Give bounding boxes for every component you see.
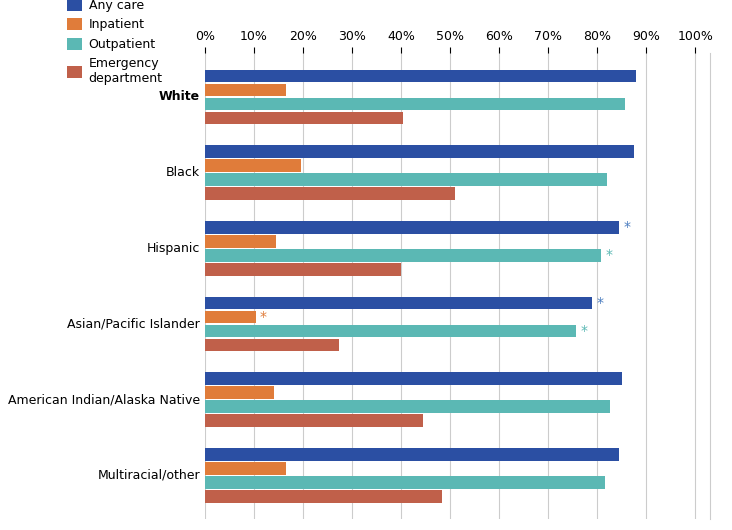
Bar bbox=[205, 448, 619, 461]
Legend: Any care, Inpatient, Outpatient, Emergency
department: Any care, Inpatient, Outpatient, Emergen… bbox=[67, 0, 163, 85]
Text: American Indian/Alaska Native: American Indian/Alaska Native bbox=[8, 393, 200, 407]
Bar bbox=[205, 173, 607, 186]
Bar bbox=[205, 325, 576, 338]
Text: *: * bbox=[260, 310, 267, 324]
Bar bbox=[205, 187, 455, 200]
Bar bbox=[205, 462, 286, 475]
Text: *: * bbox=[597, 296, 603, 310]
Bar bbox=[205, 69, 637, 82]
Bar bbox=[205, 160, 301, 172]
Bar bbox=[205, 145, 634, 158]
Bar bbox=[205, 339, 339, 351]
Bar bbox=[205, 311, 256, 323]
Bar bbox=[205, 373, 621, 385]
Text: *: * bbox=[623, 220, 630, 234]
Bar bbox=[205, 263, 401, 276]
Bar bbox=[205, 221, 619, 234]
Bar bbox=[205, 490, 442, 503]
Text: White: White bbox=[159, 91, 200, 103]
Bar bbox=[205, 297, 592, 310]
Bar bbox=[205, 476, 605, 489]
Text: Multiracial/other: Multiracial/other bbox=[97, 469, 200, 482]
Bar bbox=[205, 249, 601, 262]
Text: Asian/Pacific Islander: Asian/Pacific Islander bbox=[67, 317, 200, 331]
Text: *: * bbox=[580, 324, 587, 338]
Text: Hispanic: Hispanic bbox=[146, 242, 200, 255]
Text: *: * bbox=[605, 249, 612, 262]
Bar bbox=[205, 414, 423, 427]
Bar bbox=[205, 98, 625, 110]
Bar bbox=[205, 235, 276, 248]
Text: Black: Black bbox=[166, 166, 200, 179]
Bar bbox=[205, 386, 274, 399]
Bar bbox=[205, 84, 286, 96]
Bar bbox=[205, 401, 610, 413]
Bar bbox=[205, 112, 403, 124]
